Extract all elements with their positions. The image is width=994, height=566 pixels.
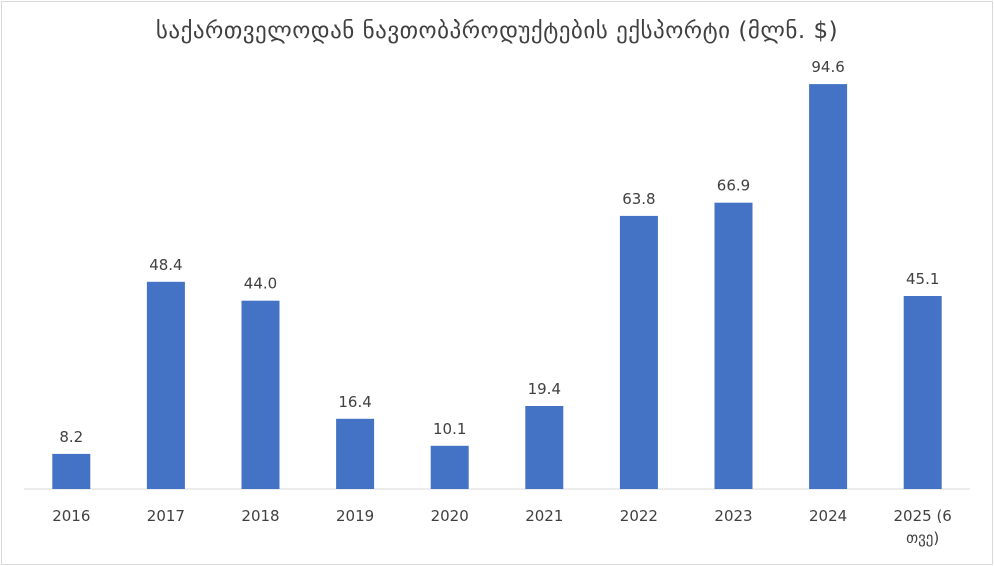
value-label-2025: 45.1 xyxy=(906,270,939,288)
bar-2018 xyxy=(241,300,280,489)
x-tick-label-2016: 2016 xyxy=(52,507,90,525)
value-label-2017: 48.4 xyxy=(149,256,182,274)
value-labels-group: 8.2 48.4 44.0 16.4 10.1 19.4 63.8 66.9 94.6 45.1 xyxy=(59,58,939,446)
bar-2019 xyxy=(336,418,375,489)
x-tick-label-2020: 2020 xyxy=(431,507,469,525)
x-tick-labels-group: 2016 2017 2018 2019 2020 2021 2022 2023 2024 2025… xyxy=(52,507,952,547)
x-tick-label-2019: 2019 xyxy=(336,507,374,525)
x-tick-label-2018: 2018 xyxy=(241,507,279,525)
x-tick-label-2022: 2022 xyxy=(620,507,658,525)
bar-2024 xyxy=(809,84,848,489)
value-label-2022: 63.8 xyxy=(622,190,655,208)
bar-2016 xyxy=(52,453,91,489)
bar-2023 xyxy=(714,202,753,489)
value-label-2019: 16.4 xyxy=(338,393,371,411)
value-label-2020: 10.1 xyxy=(433,420,466,438)
x-tick-label-2024: 2024 xyxy=(809,507,847,525)
chart-title: საქართველოდან ნავთობპროდუქტების ექსპორტი… xyxy=(155,18,839,44)
value-label-2018: 44.0 xyxy=(244,275,277,293)
value-label-2016: 8.2 xyxy=(59,428,83,446)
bar-2025 xyxy=(903,296,942,489)
x-tick-label-2023: 2023 xyxy=(714,507,752,525)
x-tick-label-2021: 2021 xyxy=(525,507,563,525)
bars-group xyxy=(52,84,942,489)
value-label-2024: 94.6 xyxy=(811,58,844,76)
bar-2017 xyxy=(146,281,185,489)
value-label-2021: 19.4 xyxy=(528,380,561,398)
bar-2021 xyxy=(525,406,564,489)
x-tick-label-2017: 2017 xyxy=(147,507,185,525)
value-label-2023: 66.9 xyxy=(717,177,750,195)
bar-2020 xyxy=(430,445,469,489)
x-tick-label-2025: 2025 (6 თვე) xyxy=(894,507,952,547)
bar-2022 xyxy=(619,215,658,489)
